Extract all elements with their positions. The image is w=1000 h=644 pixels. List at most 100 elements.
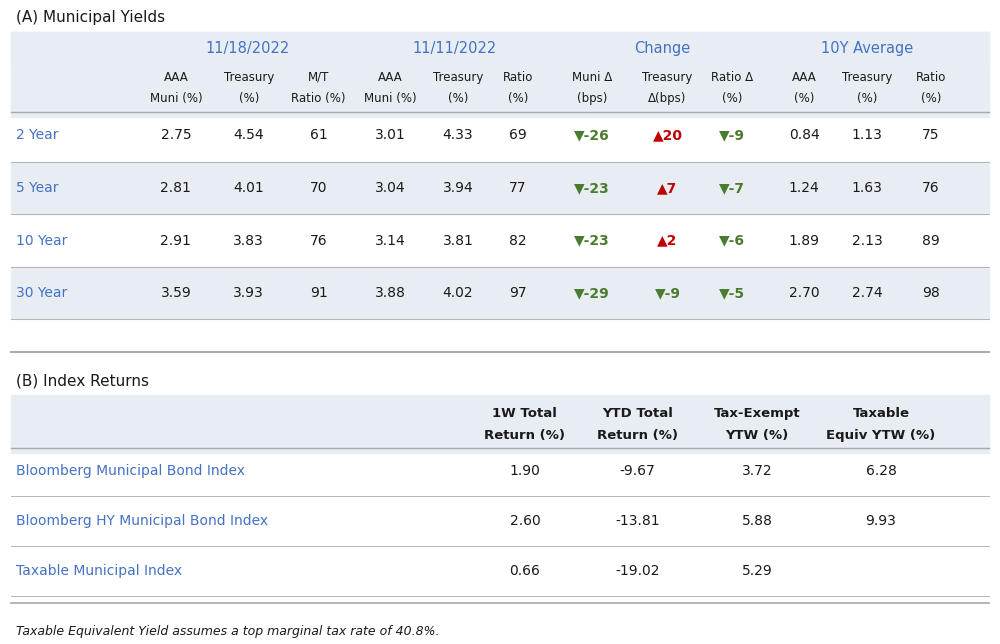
Text: ▲7: ▲7 [657,181,678,195]
Text: ▼-9: ▼-9 [655,286,681,300]
Text: 6.28: 6.28 [866,464,896,478]
Text: Ratio (%): Ratio (%) [291,92,346,106]
Text: 3.94: 3.94 [443,181,473,195]
Text: -9.67: -9.67 [620,464,655,478]
Text: 3.01: 3.01 [375,128,406,142]
Text: (%): (%) [239,92,259,106]
Text: 1.63: 1.63 [852,181,882,195]
Text: 97: 97 [509,286,527,300]
Text: (%): (%) [921,92,941,106]
Text: 2.75: 2.75 [161,128,191,142]
Text: 3.88: 3.88 [375,286,406,300]
Text: ▲2: ▲2 [657,234,678,247]
Text: 2.74: 2.74 [852,286,882,300]
Bar [11,32,989,66]
Text: Bloomberg Municipal Bond Index: Bloomberg Municipal Bond Index [16,464,245,478]
Text: 0.66: 0.66 [509,564,540,578]
Text: ▲20: ▲20 [653,128,683,142]
Text: Treasury: Treasury [433,71,483,84]
Bar [11,32,989,117]
Text: Return (%): Return (%) [484,429,565,442]
Text: YTD Total: YTD Total [602,406,673,419]
Text: Taxable: Taxable [852,406,909,419]
Text: 2.91: 2.91 [160,234,191,247]
Text: Ratio: Ratio [503,71,533,84]
Text: 75: 75 [922,128,940,142]
Text: 2 Year: 2 Year [16,128,59,142]
Text: M/T: M/T [308,71,329,84]
Text: ▼-6: ▼-6 [719,234,745,247]
Text: ▼-5: ▼-5 [719,286,745,300]
Text: 1.90: 1.90 [509,464,540,478]
Text: 2.60: 2.60 [510,515,540,529]
Text: Equiv YTW (%): Equiv YTW (%) [826,429,936,442]
Text: ▼-9: ▼-9 [719,128,745,142]
Text: 69: 69 [509,128,527,142]
Text: 3.72: 3.72 [742,464,773,478]
Text: Treasury: Treasury [224,71,274,84]
Text: 9.93: 9.93 [866,515,896,529]
Text: 2.13: 2.13 [852,234,882,247]
Text: 0.84: 0.84 [789,128,820,142]
Text: 3.14: 3.14 [375,234,406,247]
Text: 3.59: 3.59 [161,286,191,300]
Text: YTW (%): YTW (%) [726,429,789,442]
Text: 1.13: 1.13 [852,128,882,142]
Text: (%): (%) [722,92,743,106]
Text: Treasury: Treasury [642,71,693,84]
Text: 3.93: 3.93 [233,286,264,300]
Text: 4.33: 4.33 [443,128,473,142]
Bar [11,162,989,214]
Text: (B) Index Returns: (B) Index Returns [16,374,149,388]
Text: 70: 70 [310,181,327,195]
Text: 77: 77 [509,181,527,195]
Text: AAA: AAA [164,71,188,84]
Text: AAA: AAA [792,71,817,84]
Text: 4.54: 4.54 [233,128,264,142]
Text: 5.29: 5.29 [742,564,773,578]
Text: (bps): (bps) [577,92,607,106]
Text: (%): (%) [508,92,528,106]
Text: 30 Year: 30 Year [16,286,68,300]
Text: 76: 76 [310,234,327,247]
Text: ▼-26: ▼-26 [574,128,610,142]
Text: 10Y Average: 10Y Average [821,41,914,56]
Text: 4.02: 4.02 [443,286,473,300]
Text: 2.81: 2.81 [160,181,191,195]
Text: (A) Municipal Yields: (A) Municipal Yields [16,10,165,25]
Text: 11/11/2022: 11/11/2022 [412,41,496,56]
Text: Treasury: Treasury [842,71,892,84]
Text: (%): (%) [857,92,877,106]
Text: 11/18/2022: 11/18/2022 [205,41,289,56]
Text: Taxable Municipal Index: Taxable Municipal Index [16,564,182,578]
Text: 5.88: 5.88 [742,515,773,529]
Text: Muni Δ: Muni Δ [572,71,612,84]
Text: Ratio Δ: Ratio Δ [711,71,753,84]
Text: 4.01: 4.01 [233,181,264,195]
Text: 89: 89 [922,234,940,247]
Text: 5 Year: 5 Year [16,181,59,195]
Text: Δ(bps): Δ(bps) [648,92,687,106]
Text: Tax-Exempt: Tax-Exempt [714,406,801,419]
Text: -13.81: -13.81 [615,515,660,529]
Text: Return (%): Return (%) [597,429,678,442]
Text: 1.24: 1.24 [789,181,820,195]
Text: ▼-23: ▼-23 [574,181,610,195]
Text: ▼-7: ▼-7 [719,181,745,195]
Text: AAA: AAA [378,71,403,84]
Text: Muni (%): Muni (%) [150,92,202,106]
Text: 3.83: 3.83 [233,234,264,247]
Text: Change: Change [634,41,690,56]
Text: 76: 76 [922,181,940,195]
Text: 3.04: 3.04 [375,181,406,195]
Text: Muni (%): Muni (%) [364,92,417,106]
Text: (%): (%) [448,92,468,106]
Text: Bloomberg HY Municipal Bond Index: Bloomberg HY Municipal Bond Index [16,515,268,529]
Text: -19.02: -19.02 [615,564,660,578]
Text: 10 Year: 10 Year [16,234,68,247]
Text: 3.81: 3.81 [443,234,474,247]
Text: ▼-29: ▼-29 [574,286,610,300]
Bar [11,395,989,453]
Text: 2.70: 2.70 [789,286,819,300]
Text: 1.89: 1.89 [789,234,820,247]
